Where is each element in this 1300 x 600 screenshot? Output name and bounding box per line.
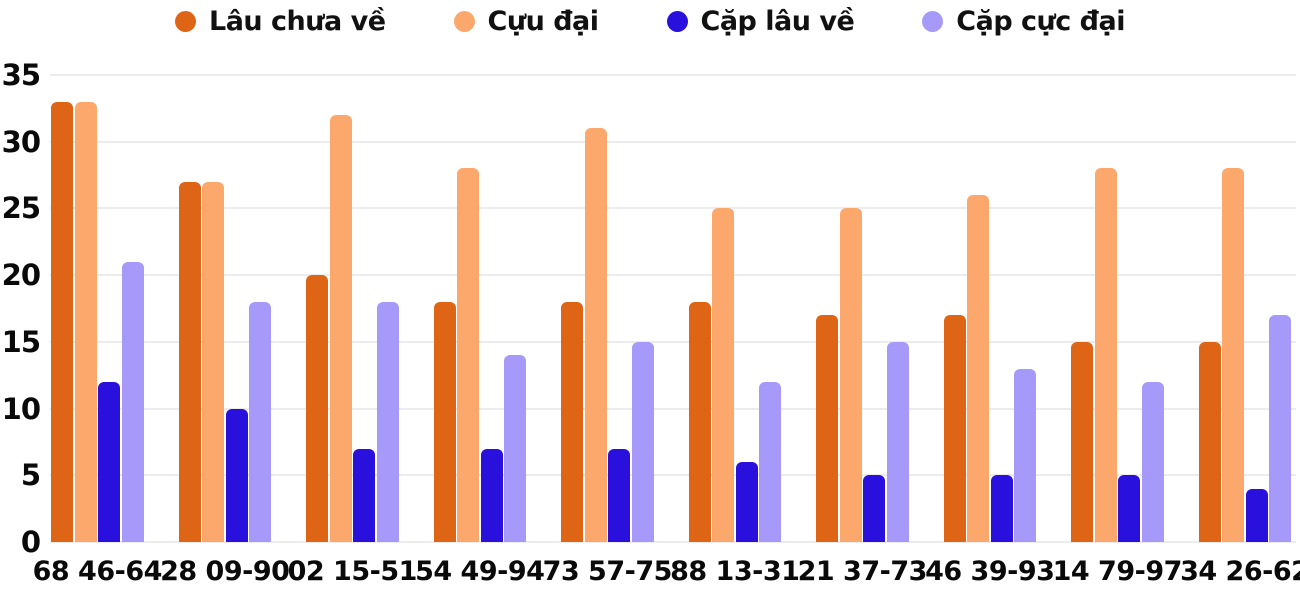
bar[interactable]	[1269, 315, 1291, 542]
bar[interactable]	[98, 381, 120, 542]
bar[interactable]	[249, 301, 271, 542]
bar[interactable]	[225, 408, 248, 542]
x-axis-category-label: 21 37-73	[797, 556, 928, 587]
bar[interactable]	[886, 341, 909, 542]
bar[interactable]	[1014, 368, 1036, 542]
bar[interactable]	[712, 208, 734, 542]
bar[interactable]	[608, 448, 630, 542]
legend-item-label: Cặp lâu về	[700, 6, 855, 37]
bar[interactable]	[839, 208, 862, 542]
y-axis-tick-label: 10	[1, 391, 41, 426]
y-axis-tick-label: 35	[1, 58, 41, 92]
x-axis-category-label: 14 79-97	[1052, 556, 1183, 587]
legend-marker-icon	[175, 11, 196, 32]
x-axis-category-label: 88 13-31	[670, 556, 800, 587]
gridline	[50, 207, 1296, 210]
bar[interactable]	[688, 301, 711, 542]
bar[interactable]	[863, 475, 885, 542]
y-axis-tick-label: 15	[1, 324, 41, 359]
bar[interactable]	[1071, 341, 1093, 542]
bar[interactable]	[51, 101, 73, 542]
gridline	[50, 274, 1296, 277]
legend-marker-icon	[666, 11, 688, 32]
gridline	[50, 474, 1296, 477]
y-axis-tick-label: 30	[1, 124, 41, 159]
gridline	[50, 140, 1296, 143]
x-axis-category-label: 46 39-93	[925, 556, 1055, 587]
bar[interactable]	[202, 181, 224, 542]
bar[interactable]	[584, 128, 607, 542]
legend-marker-icon	[922, 11, 944, 32]
legend-item-label: Cặp cực đại	[956, 6, 1125, 37]
bar[interactable]	[735, 461, 758, 542]
legend-item[interactable]: Cặp cực đại	[922, 6, 1125, 37]
bar[interactable]	[1094, 168, 1117, 542]
legend-item-label: Cựu đại	[487, 6, 599, 37]
bar[interactable]	[990, 475, 1013, 542]
bar[interactable]	[967, 195, 989, 542]
gridline	[50, 407, 1296, 410]
bar[interactable]	[1118, 475, 1140, 542]
chart-legend: Lâu chưa về Cựu đại Cặp lâu về Cặp cực đại	[0, 6, 1300, 37]
bar[interactable]	[121, 261, 144, 542]
bar[interactable]	[457, 168, 479, 542]
bar[interactable]	[631, 341, 654, 542]
bar[interactable]	[816, 315, 838, 542]
legend-item[interactable]: Cặp lâu về	[666, 6, 855, 37]
legend-item-label: Lâu chưa về	[209, 6, 386, 37]
bar[interactable]	[759, 381, 781, 542]
bar[interactable]	[504, 355, 526, 542]
bar[interactable]	[306, 275, 328, 542]
x-axis-category-label: 28 09-90	[160, 556, 290, 587]
x-axis-category-label: 54 49-94	[415, 556, 545, 587]
bar[interactable]	[353, 448, 375, 542]
bar[interactable]	[1222, 168, 1244, 542]
bar[interactable]	[1245, 488, 1268, 542]
bar[interactable]	[178, 181, 201, 542]
legend-marker-icon	[453, 11, 475, 32]
x-axis-category-label: 02 15-51	[287, 556, 418, 587]
bar[interactable]	[329, 115, 352, 542]
legend-item[interactable]: Cựu đại	[453, 6, 599, 37]
legend-item[interactable]: Lâu chưa về	[175, 6, 386, 37]
bar[interactable]	[433, 301, 456, 542]
gridline	[50, 74, 1296, 76]
x-axis-category-label: 73 57-75	[542, 556, 673, 587]
bar[interactable]	[1141, 381, 1164, 542]
y-axis-tick-label: 0	[20, 525, 41, 559]
bar[interactable]	[74, 101, 97, 542]
gridline	[50, 541, 1296, 543]
y-axis-tick-label: 20	[1, 258, 41, 293]
bar[interactable]	[480, 448, 503, 542]
y-axis-tick-label: 5	[20, 458, 41, 493]
bar[interactable]	[1198, 341, 1221, 542]
bar[interactable]	[943, 315, 966, 542]
x-axis-category-label: 68 46-64	[32, 556, 163, 587]
y-axis-tick-label: 25	[1, 191, 41, 226]
x-axis-category-label: 34 26-62	[1180, 556, 1300, 587]
bar[interactable]	[561, 301, 583, 542]
gridline	[50, 340, 1296, 343]
bar[interactable]	[376, 301, 399, 542]
